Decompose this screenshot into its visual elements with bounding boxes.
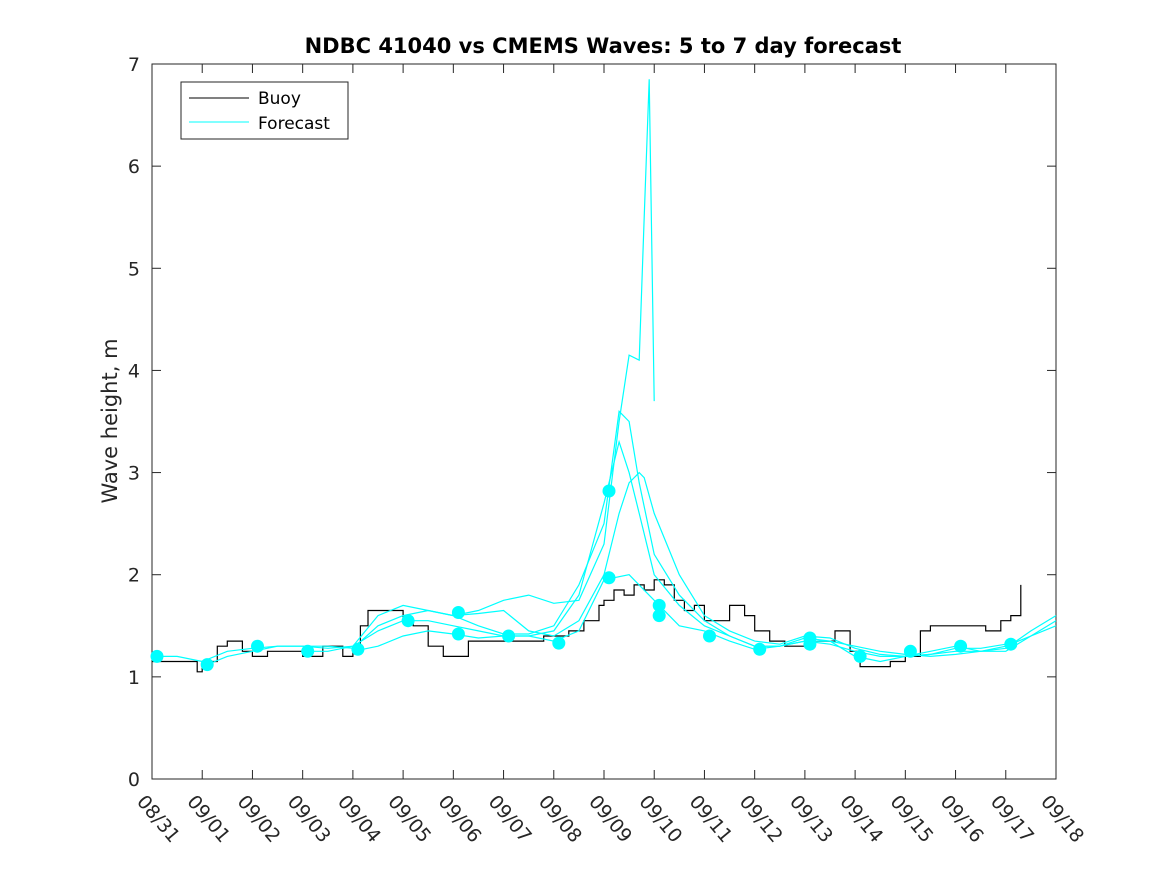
- forecast-point: [602, 571, 616, 585]
- plot-area: 0123456708/3109/0109/0209/0309/0409/0509…: [128, 54, 1088, 847]
- x-tick-label: 09/07: [484, 791, 536, 847]
- forecast-point: [552, 636, 566, 650]
- y-axis-label: Wave height, m: [98, 338, 122, 503]
- legend-label-buoy: Buoy: [258, 89, 301, 109]
- x-tick-label: 09/17: [986, 791, 1038, 847]
- legend: Buoy Forecast: [180, 81, 349, 140]
- x-tick-label: 09/08: [534, 791, 586, 847]
- x-tick-label: 09/06: [434, 791, 486, 847]
- forecast-point: [903, 644, 917, 658]
- series-line-forecast-3: [302, 79, 655, 652]
- y-tick-label: 4: [128, 360, 140, 382]
- x-tick-label: 09/03: [283, 791, 335, 847]
- forecast-point: [853, 649, 867, 663]
- x-tick-label: 09/15: [886, 791, 938, 847]
- x-tick-label: 08/31: [132, 791, 184, 847]
- forecast-point: [200, 658, 214, 672]
- y-tick-label: 0: [128, 769, 140, 791]
- axes-box: [151, 63, 1057, 780]
- x-tick-label: 09/01: [182, 791, 234, 847]
- forecast-point: [703, 629, 716, 643]
- chart-title: NDBC 41040 vs CMEMS Waves: 5 to 7 day fo…: [305, 34, 902, 58]
- x-tick-label: 09/12: [735, 791, 787, 847]
- y-tick-label: 6: [128, 156, 140, 178]
- y-tick-label: 7: [128, 54, 140, 76]
- forecast-point: [803, 637, 817, 651]
- forecast-point: [652, 609, 666, 623]
- x-tick-label: 09/05: [383, 791, 435, 847]
- x-tick-label: 09/04: [333, 791, 385, 847]
- y-tick-label: 3: [128, 463, 140, 485]
- x-tick-label: 09/16: [936, 791, 988, 847]
- marker-layer: [150, 484, 1018, 672]
- forecast-point: [954, 639, 968, 653]
- forecast-point: [351, 642, 365, 656]
- x-tick-label: 09/10: [634, 791, 686, 847]
- forecast-point: [150, 649, 164, 663]
- forecast-point: [451, 627, 465, 641]
- forecast-point: [451, 606, 465, 619]
- y-tick-label: 5: [128, 258, 140, 280]
- y-tick-label: 1: [128, 667, 140, 689]
- series-line-buoy: [152, 579, 1022, 673]
- series-line-forecast-4: [453, 471, 1057, 658]
- x-tick-label: 09/14: [835, 791, 887, 847]
- forecast-point: [602, 484, 616, 498]
- x-tick-label: 09/13: [785, 791, 837, 847]
- x-tick-label: 09/02: [233, 791, 285, 847]
- legend-box: [180, 81, 349, 140]
- forecast-point: [401, 614, 415, 628]
- legend-label-forecast: Forecast: [258, 114, 330, 134]
- forecast-point: [301, 644, 315, 658]
- forecast-point: [1004, 637, 1018, 651]
- forecast-point: [251, 639, 264, 653]
- x-tick-label: 09/09: [584, 791, 636, 847]
- y-tick-label: 2: [128, 565, 140, 587]
- forecast-point: [652, 598, 666, 612]
- forecast-point: [502, 629, 516, 643]
- forecast-point: [753, 642, 767, 656]
- x-tick-label: 09/18: [1036, 791, 1088, 847]
- x-tick-label: 09/11: [685, 791, 737, 847]
